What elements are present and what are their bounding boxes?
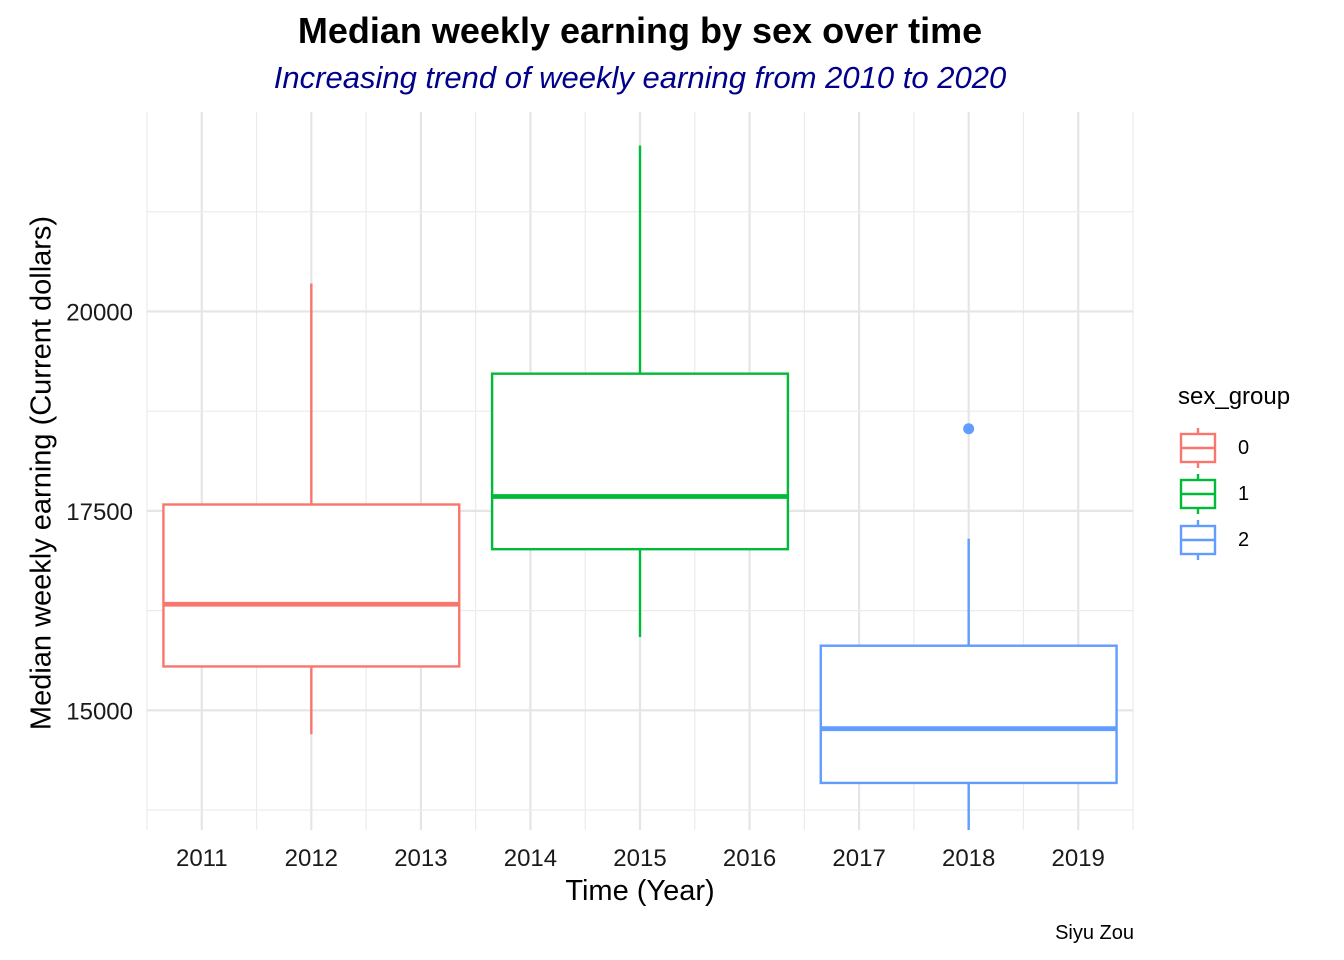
y-tick-label: 20000 [66, 299, 133, 326]
box [490, 372, 790, 551]
box-group-0 [162, 283, 461, 735]
legend-key-icon [1178, 474, 1218, 514]
x-tick-label: 2012 [285, 845, 338, 872]
x-tick-label: 2013 [394, 845, 447, 872]
legend-label: 1 [1238, 482, 1250, 505]
legend-item-2: 2 [1178, 517, 1290, 563]
x-tick-label: 2017 [832, 845, 885, 872]
box [162, 503, 461, 668]
box [819, 644, 1118, 785]
chart-title: Median weekly earning by sex over time [297, 10, 983, 51]
legend-items: 0 1 2 [1178, 425, 1290, 563]
box-layer [162, 145, 1118, 830]
legend-label: 2 [1238, 528, 1250, 551]
x-tick-label: 2014 [504, 845, 557, 872]
chart-caption: Siyu Zou [1055, 922, 1134, 944]
y-tick-label: 17500 [66, 499, 133, 526]
legend-title: sex_group [1178, 383, 1291, 410]
outlier-point [963, 423, 975, 435]
legend-item-0: 0 [1178, 425, 1290, 471]
x-tick-label: 2015 [613, 845, 666, 872]
legend: sex_group 0 1 2 [1178, 383, 1290, 563]
x-tick-label: 2019 [1052, 845, 1105, 872]
x-tick-label: 2018 [942, 845, 995, 872]
y-tick-label: 15000 [66, 698, 133, 725]
box-group-1 [490, 145, 790, 637]
x-tick-label: 2016 [723, 845, 776, 872]
legend-key-icon [1178, 520, 1218, 560]
y-axis-label: Median weekly earning (Current dollars) [25, 215, 58, 731]
legend-key-icon [1178, 428, 1218, 468]
chart-subtitle: Increasing trend of weekly earning from … [273, 60, 1007, 95]
x-tick-label: 2011 [176, 845, 228, 872]
box-group-2 [819, 423, 1118, 830]
legend-item-1: 1 [1178, 471, 1290, 517]
axis-ticks: 2011 2012 2013 2014 2015 2016 2017 2018 2019 1500… [66, 299, 1105, 872]
x-axis-label: Time (Year) [565, 875, 715, 907]
legend-label: 0 [1238, 436, 1250, 459]
